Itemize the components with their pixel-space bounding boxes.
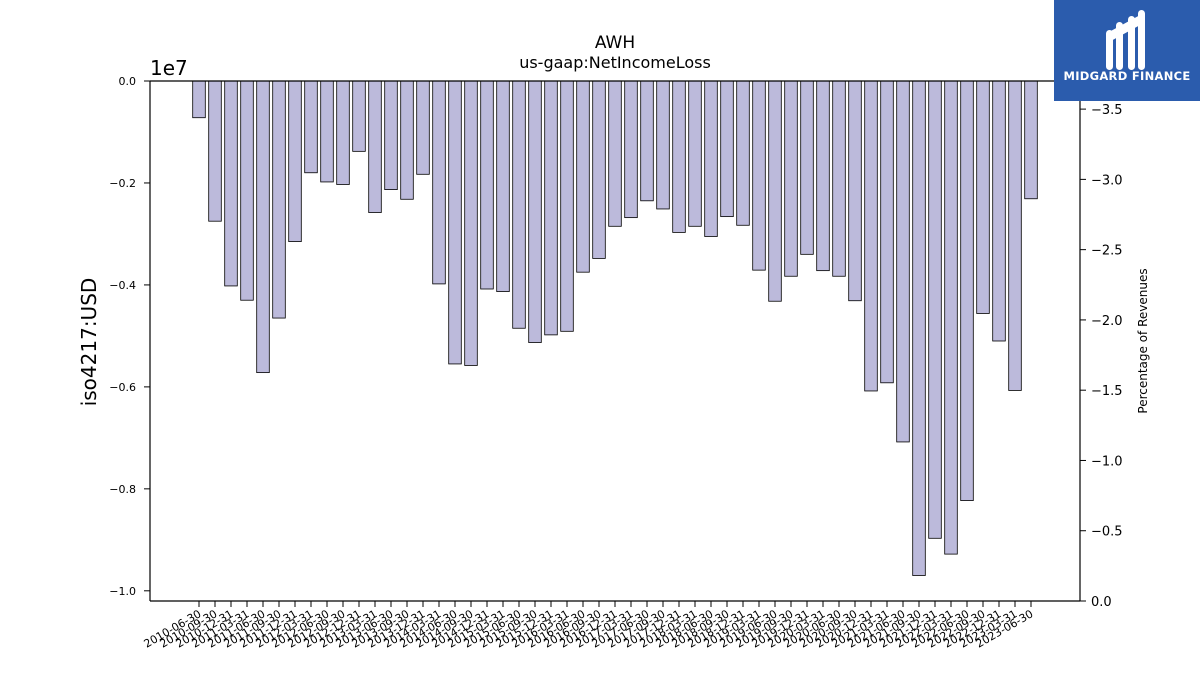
y-axis-label: iso4217:USD [77, 278, 101, 407]
bar [784, 80, 798, 277]
bar [688, 80, 702, 227]
y2-axis-label: Percentage of Revenues [1136, 268, 1150, 413]
bar [992, 80, 1006, 342]
bar [224, 80, 238, 287]
bar [448, 80, 462, 365]
bar [928, 80, 942, 539]
bar [736, 80, 750, 226]
y2-tick-label: −1.0 [1091, 454, 1123, 469]
y2-tick-label: 0.0 [1091, 595, 1112, 610]
y2-tick-label: −1.5 [1091, 384, 1123, 399]
bar [816, 80, 830, 272]
bar [656, 80, 670, 210]
bar [800, 80, 814, 255]
bar [464, 80, 478, 366]
bar [208, 80, 222, 222]
bar [512, 80, 526, 329]
bar [832, 80, 846, 277]
y-tick-label: −0.8 [109, 483, 136, 496]
y2-tick-label: −3.5 [1091, 103, 1123, 118]
bar [976, 80, 990, 314]
bar [944, 80, 958, 555]
bar [272, 80, 286, 319]
bar [528, 80, 542, 343]
bar [304, 80, 318, 174]
bar [960, 80, 974, 501]
bar [672, 80, 686, 233]
y-tick-label: −0.6 [109, 381, 136, 394]
bar [624, 80, 638, 219]
midgard-m-logo-icon [1106, 10, 1145, 70]
bar [704, 80, 718, 237]
bar [384, 80, 398, 190]
bar [288, 80, 302, 242]
bar [352, 80, 366, 152]
bar [400, 80, 414, 200]
bar [912, 80, 926, 576]
y2-tick-label: −2.0 [1091, 314, 1123, 329]
bar [896, 80, 910, 443]
bar [880, 80, 894, 384]
bar [576, 80, 590, 273]
bar [752, 80, 766, 271]
bar [720, 80, 734, 218]
bar [640, 80, 654, 202]
y-tick-label: −0.4 [109, 279, 136, 292]
bar [1008, 80, 1022, 391]
bar [1024, 80, 1038, 200]
y-axis-offset-label: 1e7 [150, 56, 188, 80]
bar [416, 80, 430, 175]
bar [496, 80, 510, 292]
bar [240, 80, 254, 301]
y-tick-label: 0.0 [119, 75, 137, 88]
bar [608, 80, 622, 227]
chart-subtitle: us-gaap:NetIncomeLoss [519, 53, 711, 72]
bar [320, 80, 334, 183]
bar [336, 80, 350, 185]
bar [544, 80, 558, 336]
bar [560, 80, 574, 332]
bar [592, 80, 606, 259]
bar [256, 80, 270, 374]
y2-tick-label: −0.5 [1091, 525, 1123, 540]
bar [864, 80, 878, 392]
brand-name: MIDGARD FINANCE [1063, 69, 1191, 83]
bar [192, 80, 206, 119]
bar [432, 80, 446, 285]
brand-logo: MIDGARD FINANCE [1054, 0, 1200, 101]
bar [848, 80, 862, 302]
y-tick-label: −1.0 [109, 585, 136, 598]
y2-tick-label: −2.5 [1091, 244, 1123, 259]
bar [480, 80, 494, 290]
y-tick-label: −0.2 [109, 177, 136, 190]
y2-tick-label: −3.0 [1091, 173, 1123, 188]
bar [368, 80, 382, 213]
chart-title: AWH [595, 33, 635, 53]
bar [768, 80, 782, 302]
